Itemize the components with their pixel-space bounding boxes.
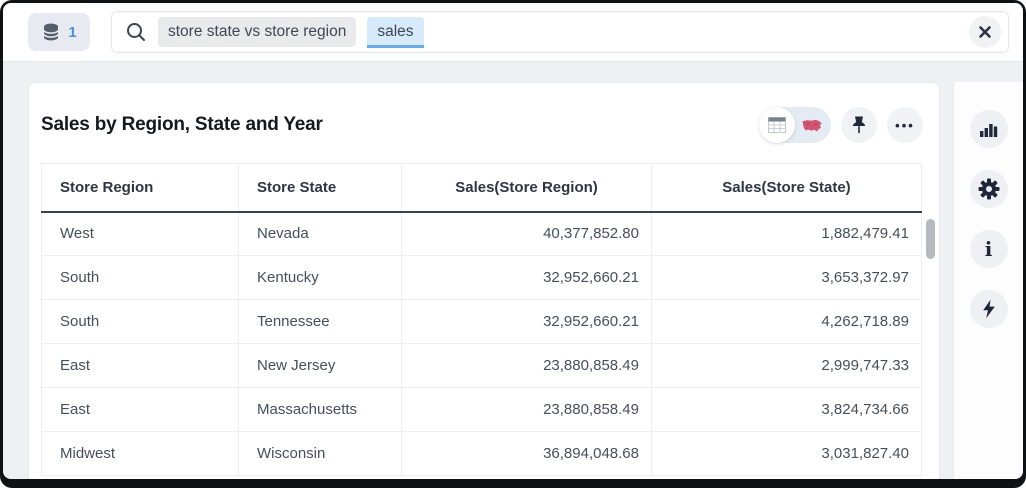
app-window-inner: 1 store state vs store region sales [3, 3, 1023, 479]
info-button[interactable]: i [969, 230, 1008, 268]
cell-sales-region: 23,880,858.49 [401, 343, 652, 388]
ellipsis-icon: ••• [895, 117, 915, 133]
cell-region: East [41, 387, 239, 432]
cell-sales-region: 32,952,660.21 [401, 299, 652, 344]
cell-sales-state: 2,999,747.33 [651, 343, 922, 388]
table-row: South Kentucky 32,952,660.21 3,653,372.9… [41, 255, 922, 300]
usa-map-icon [801, 118, 823, 133]
column-header-sales-store-region[interactable]: Sales(Store Region) [401, 163, 652, 213]
datasource-count: 1 [68, 23, 77, 41]
cell-state: Nevada [238, 211, 402, 256]
settings-button[interactable] [969, 170, 1008, 208]
cell-state: New Jersey [238, 343, 402, 388]
cell-sales-state: 3,824,734.66 [651, 387, 922, 432]
table-scrollbar-thumb[interactable] [926, 219, 935, 259]
bar-chart-icon [979, 120, 999, 138]
answer-card: Sales by Region, State and Year [28, 82, 940, 479]
column-header-store-region[interactable]: Store Region [41, 163, 239, 213]
more-options-button[interactable]: ••• [887, 107, 923, 143]
cell-region: Midwest [41, 431, 239, 476]
cell-sales-region: 40,377,852.80 [401, 211, 652, 256]
result-table: Store Region Store State Sales(Store Reg… [41, 163, 922, 476]
search-icon [125, 21, 147, 43]
column-header-store-state[interactable]: Store State [238, 163, 402, 213]
table-view-button[interactable] [759, 107, 795, 143]
table-row: Midwest Wisconsin 36,894,048.68 3,031,82… [41, 431, 922, 476]
search-token-active[interactable]: sales [367, 16, 424, 48]
pin-icon [850, 115, 868, 135]
cell-region: East [41, 343, 239, 388]
map-view-button[interactable] [795, 109, 828, 142]
right-sidebar: i [953, 82, 1023, 479]
column-header-sales-store-state[interactable]: Sales(Store State) [651, 163, 922, 213]
search-bar[interactable]: store state vs store region sales [111, 11, 1009, 53]
cell-sales-region: 36,894,048.68 [401, 431, 652, 476]
answer-header: Sales by Region, State and Year [29, 83, 939, 163]
result-table-container: Store Region Store State Sales(Store Reg… [41, 163, 935, 476]
view-toggle [759, 107, 831, 143]
close-icon [978, 25, 992, 39]
cell-sales-region: 23,880,858.49 [401, 387, 652, 432]
table-icon [768, 117, 786, 133]
cell-sales-state: 1,882,479.41 [651, 211, 922, 256]
table-row: South Tennessee 32,952,660.21 4,262,718.… [41, 299, 922, 344]
cell-state: Kentucky [238, 255, 402, 300]
cell-state: Wisconsin [238, 431, 402, 476]
cell-state: Massachusetts [238, 387, 402, 432]
lightning-icon [981, 299, 997, 319]
database-icon [41, 22, 61, 42]
answer-title: Sales by Region, State and Year [41, 114, 323, 135]
topbar: 1 store state vs store region sales [3, 3, 1023, 62]
table-row: West Nevada 40,377,852.80 1,882,479.41 [41, 211, 922, 256]
content-area: Sales by Region, State and Year [3, 62, 1023, 479]
answer-toolbar: ••• [759, 107, 923, 143]
cell-sales-state: 4,262,718.89 [651, 299, 922, 344]
table-row: East New Jersey 23,880,858.49 2,999,747.… [41, 343, 922, 388]
pin-button[interactable] [841, 107, 877, 143]
clear-search-button[interactable] [969, 16, 1001, 48]
chart-types-button[interactable] [969, 110, 1008, 148]
search-token-phrase[interactable]: store state vs store region [158, 17, 357, 47]
cell-sales-region: 32,952,660.21 [401, 255, 652, 300]
info-icon: i [984, 237, 993, 261]
spotiq-button[interactable] [969, 290, 1008, 328]
cell-region: West [41, 211, 239, 256]
table-header-row: Store Region Store State Sales(Store Reg… [41, 163, 922, 213]
cell-region: South [41, 255, 239, 300]
cell-sales-state: 3,653,372.97 [651, 255, 922, 300]
gear-icon [978, 178, 1000, 200]
cell-region: South [41, 299, 239, 344]
cell-sales-state: 3,031,827.40 [651, 431, 922, 476]
datasource-chip[interactable]: 1 [28, 13, 90, 51]
cell-state: Tennessee [238, 299, 402, 344]
table-row: East Massachusetts 23,880,858.49 3,824,7… [41, 387, 922, 432]
